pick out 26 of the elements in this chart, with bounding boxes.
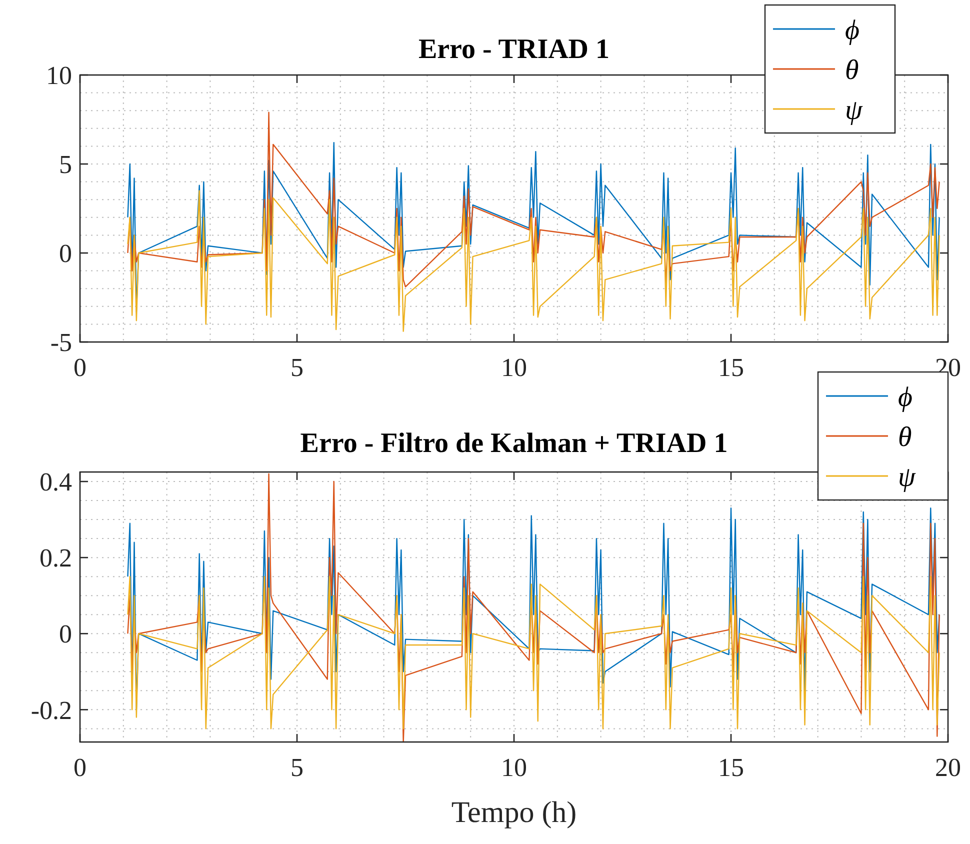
x-tick-label: 10 (501, 353, 527, 382)
legend-label: ϕ (845, 14, 860, 46)
legend-label: ψ (845, 94, 863, 126)
legend-label: ϕ (898, 382, 912, 413)
chart-title: Erro - TRIAD 1 (418, 34, 610, 65)
line-series (127, 576, 940, 730)
x-tick-label: 5 (290, 753, 304, 782)
y-tick-label: 0.2 (40, 544, 72, 573)
legend-label: θ (898, 422, 912, 453)
y-tick-label: 0.4 (40, 468, 72, 497)
y-tick-label: 5 (59, 150, 72, 180)
y-tick-label: 0 (59, 620, 72, 649)
chart-title: Erro - Filtro de Kalman + TRIAD 1 (300, 428, 728, 459)
y-tick-label: 0 (59, 239, 72, 268)
x-tick-label: 5 (290, 353, 304, 382)
y-tick-label: -5 (50, 328, 72, 358)
x-axis-title: Tempo (h) (451, 796, 577, 829)
x-tick-label: 20 (935, 753, 961, 782)
x-tick-label: 15 (718, 353, 744, 382)
line-series (127, 190, 940, 332)
legend-label: ψ (898, 462, 916, 493)
x-tick-label: 10 (501, 753, 527, 782)
y-tick-label: -0.2 (30, 696, 72, 725)
x-tick-label: 15 (718, 753, 744, 782)
y-tick-label: 10 (46, 61, 72, 90)
legend-label: θ (845, 54, 859, 86)
